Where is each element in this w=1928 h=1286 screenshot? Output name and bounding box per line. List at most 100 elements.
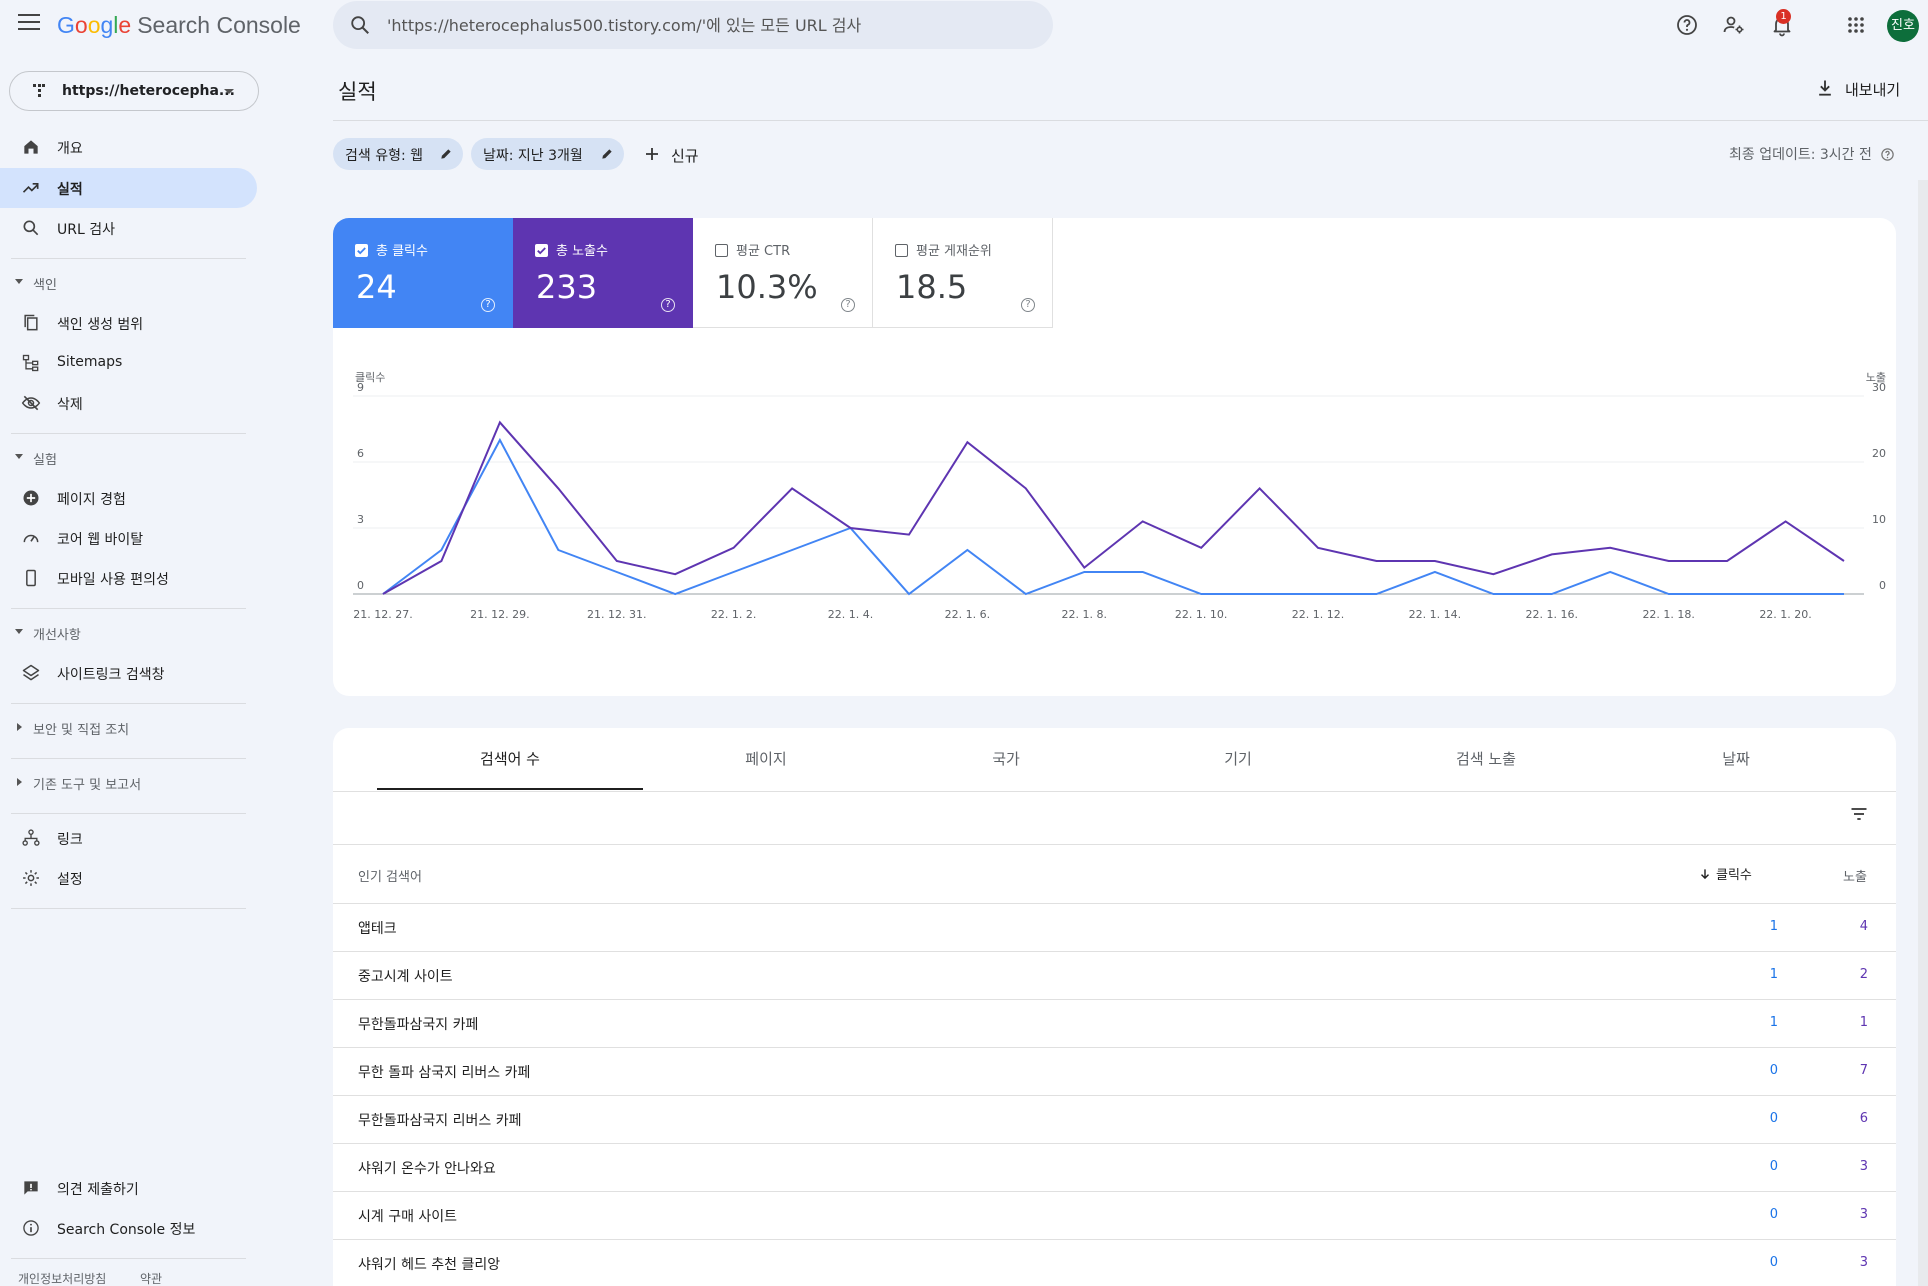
tab-queries[interactable]: 검색어 수	[377, 728, 643, 790]
column-header-clicks-label: 클릭수	[1716, 868, 1752, 883]
x-tick-label: 21. 12. 29.	[470, 608, 529, 621]
table-row[interactable]: 무한 돌파 삼국지 리버스 카페 0 7	[333, 1047, 1896, 1095]
edit-pencil-icon[interactable]	[439, 147, 453, 161]
sort-arrow-down-icon	[1701, 869, 1709, 880]
last-update-text: 최종 업데이트: 3시간 전	[1729, 144, 1895, 164]
table-row[interactable]: 앱테크 1 4	[333, 903, 1896, 951]
table-row[interactable]: 시계 구매 사이트 0 3	[333, 1191, 1896, 1239]
x-tick-label: 22. 1. 6.	[945, 608, 990, 621]
tab-label: 날짜	[1722, 750, 1750, 768]
sidebar-item-feedback[interactable]: 의견 제출하기	[0, 1168, 257, 1208]
help-icon[interactable]: ?	[1021, 298, 1035, 312]
help-icon[interactable]: ?	[661, 298, 675, 312]
help-icon[interactable]	[1675, 13, 1699, 37]
tab-devices[interactable]: 기기	[1125, 728, 1351, 790]
metric-average-position[interactable]: 평균 게재순위 18.5 ?	[873, 218, 1053, 328]
metric-total-impressions[interactable]: 총 노출수 233 ?	[513, 218, 693, 328]
metric-label: 평균 게재순위	[916, 244, 992, 259]
impressions-series-line	[382, 420, 1845, 595]
y-left-tick-label: 0	[357, 579, 364, 592]
tab-dates[interactable]: 날짜	[1623, 728, 1849, 790]
checkbox-unchecked-icon[interactable]	[715, 244, 728, 257]
search-input[interactable]	[387, 9, 1037, 41]
clicks-cell: 0	[1769, 1063, 1778, 1078]
help-icon[interactable]: ?	[481, 298, 495, 312]
privacy-policy-link[interactable]: 개인정보처리방침	[18, 1272, 107, 1286]
sidebar-section-enhancements[interactable]: 개선사항	[0, 620, 257, 646]
apps-grid-icon[interactable]	[1844, 13, 1868, 37]
sidebar-item-coverage[interactable]: 색인 생성 범위	[0, 303, 257, 343]
page-scrollbar[interactable]	[1918, 180, 1928, 1286]
tab-label: 검색 노출	[1456, 750, 1516, 768]
x-tick-label: 22. 1. 4.	[828, 608, 873, 621]
chip-label: 날짜: 지난 3개월	[483, 148, 583, 164]
search-type-filter-chip[interactable]: 검색 유형: 웹	[333, 138, 463, 170]
y-left-tick-label: 3	[357, 513, 364, 526]
query-cell: 중고시계 사이트	[358, 969, 453, 985]
menu-icon[interactable]	[18, 14, 40, 34]
sidebar-item-label: 의견 제출하기	[57, 1182, 139, 1198]
speed-gauge-icon	[23, 534, 39, 543]
table-row[interactable]: 무한돌파삼국지 카페 1 1	[333, 999, 1896, 1047]
manage-account-icon[interactable]	[1722, 13, 1746, 37]
sidebar-item-about[interactable]: Search Console 정보	[0, 1208, 257, 1248]
date-filter-chip[interactable]: 날짜: 지난 3개월	[471, 138, 624, 170]
sidebar-item-performance[interactable]: 실적	[0, 168, 257, 208]
table-row[interactable]: 샤워기 온수가 안나와요 0 3	[333, 1143, 1896, 1191]
sidebar-section-security[interactable]: 보안 및 직접 조치	[0, 715, 257, 741]
sidebar-item-settings[interactable]: 설정	[0, 858, 257, 898]
sidebar-section-experience[interactable]: 실험	[0, 445, 257, 471]
tab-label: 국가	[992, 750, 1020, 768]
edit-pencil-icon[interactable]	[600, 147, 614, 161]
table-row[interactable]: 무한돌파삼국지 리버스 카페 0 6	[333, 1095, 1896, 1143]
metric-total-clicks[interactable]: 총 클릭수 24 ?	[333, 218, 513, 328]
search-icon[interactable]	[349, 14, 371, 36]
table-row[interactable]: 샤워기 헤드 추천 클리앙 0 3	[333, 1239, 1896, 1286]
checkbox-unchecked-icon[interactable]	[895, 244, 908, 257]
property-selector[interactable]: https://heterocepha...	[9, 71, 259, 111]
sidebar-item-mobile-usability[interactable]: 모바일 사용 편의성	[0, 558, 257, 598]
sidebar-item-sitelinks-searchbox[interactable]: 사이트링크 검색창	[0, 653, 257, 693]
sidebar-item-url-inspection[interactable]: URL 검사	[0, 208, 257, 248]
y-right-axis-label: 노출	[1866, 371, 1886, 384]
column-header-impressions[interactable]: 노출	[1843, 870, 1867, 885]
sidebar-item-sitemaps[interactable]: Sitemaps	[0, 343, 257, 383]
clicks-cell: 0	[1769, 1111, 1778, 1126]
x-tick-label: 22. 1. 2.	[711, 608, 756, 621]
tab-pages[interactable]: 페이지	[653, 728, 879, 790]
chevron-down-icon	[224, 89, 234, 94]
sidebar-item-label: 모바일 사용 편의성	[57, 572, 169, 588]
search-console-logo[interactable]: Google Search Console	[57, 12, 301, 39]
table-row[interactable]: 중고시계 사이트 1 2	[333, 951, 1896, 999]
sidebar-item-removals[interactable]: 삭제	[0, 383, 257, 423]
sidebar-item-label: 링크	[57, 832, 83, 848]
file-copy-icon	[24, 314, 38, 331]
metric-average-ctr[interactable]: 평균 CTR 10.3% ?	[693, 218, 873, 328]
checkbox-checked-icon[interactable]	[535, 244, 548, 257]
sidebar-item-overview[interactable]: 개요	[0, 127, 257, 167]
sidebar-section-legacy[interactable]: 기존 도구 및 보고서	[0, 770, 257, 796]
url-inspection-search	[333, 1, 1053, 49]
metric-label: 총 노출수	[556, 244, 608, 259]
gear-icon	[23, 870, 39, 886]
column-header-clicks[interactable]: 클릭수	[1698, 864, 1752, 883]
filter-list-icon[interactable]	[1849, 804, 1869, 824]
metric-value: 10.3%	[716, 268, 818, 306]
tab-search-appearance[interactable]: 검색 노출	[1373, 728, 1599, 790]
help-icon[interactable]: ?	[841, 298, 855, 312]
metric-value: 233	[536, 268, 598, 306]
sidebar-section-index[interactable]: 색인	[0, 270, 257, 296]
sidebar-item-links[interactable]: 링크	[0, 818, 257, 858]
logo-letter: e	[118, 12, 132, 38]
clicks-cell: 1	[1769, 919, 1778, 934]
checkbox-checked-icon[interactable]	[355, 244, 368, 257]
sidebar-item-page-experience[interactable]: 페이지 경험	[0, 478, 257, 518]
help-icon[interactable]	[1880, 147, 1895, 162]
tab-countries[interactable]: 국가	[893, 728, 1119, 790]
impressions-cell: 7	[1859, 1063, 1868, 1078]
terms-link[interactable]: 약관	[140, 1272, 163, 1286]
sidebar-item-core-web-vitals[interactable]: 코어 웹 바이탈	[0, 518, 257, 558]
y-right-tick-label: 20	[1872, 447, 1886, 460]
account-avatar[interactable]: 진호	[1887, 10, 1919, 42]
tab-label: 기기	[1224, 750, 1252, 768]
